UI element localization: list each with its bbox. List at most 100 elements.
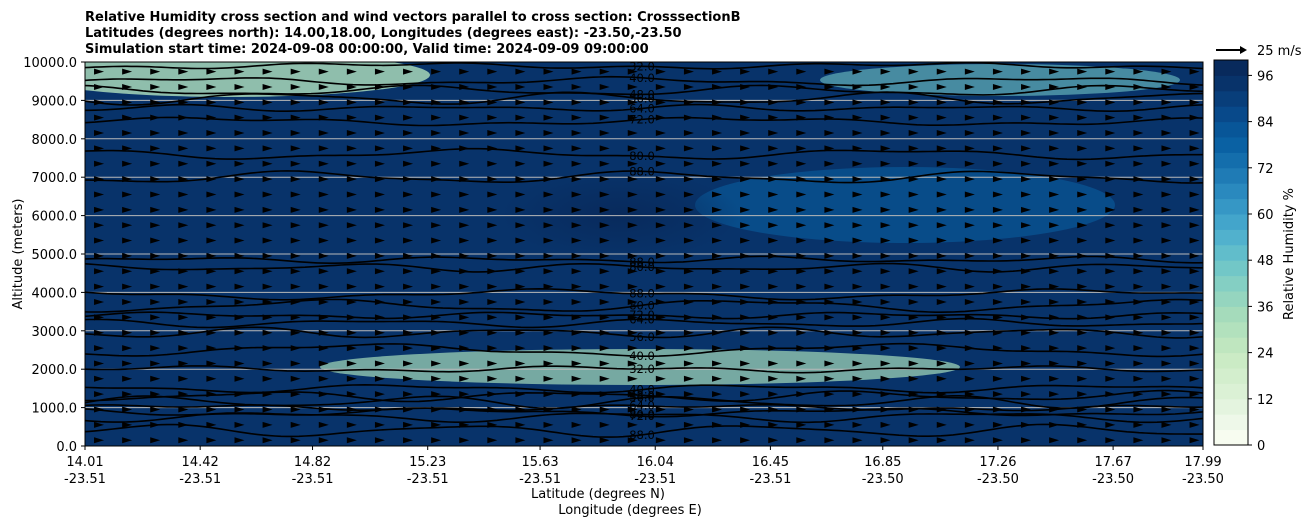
wind-vector [1049, 114, 1060, 121]
wind-vector [487, 329, 498, 336]
humid-core [500, 170, 740, 260]
wind-vector [880, 145, 891, 152]
wind-vector [1133, 268, 1144, 275]
wind-vector [880, 176, 891, 183]
wind-vector [206, 68, 217, 75]
colorbar-swatch [1214, 75, 1248, 92]
wind-vector [178, 252, 189, 259]
wind-vector [431, 99, 442, 106]
wind-vector [1077, 283, 1088, 290]
wind-vector [740, 114, 751, 121]
wind-vector [936, 437, 947, 444]
wind-vector [234, 314, 245, 321]
wind-vector [178, 329, 189, 336]
wind-vector [796, 114, 807, 121]
wind-vector [543, 114, 554, 121]
wind-vector [290, 268, 301, 275]
wind-vector [403, 437, 414, 444]
wind-vector [768, 176, 779, 183]
y-tick-label: 8000.0 [32, 133, 78, 148]
wind-vector [655, 345, 666, 352]
wind-vector [1077, 375, 1088, 382]
wind-vector [1133, 68, 1144, 75]
wind-vector [880, 391, 891, 398]
wind-vector [908, 406, 919, 413]
wind-vector [1105, 329, 1116, 336]
wind-vector [796, 68, 807, 75]
wind-vector [487, 191, 498, 198]
wind-vector [515, 68, 526, 75]
wind-vector [178, 345, 189, 352]
wind-vector [150, 130, 161, 137]
wind-vector [599, 222, 610, 229]
wind-vector [346, 283, 357, 290]
wind-vector [178, 222, 189, 229]
wind-vector [627, 160, 638, 167]
wind-vector [908, 176, 919, 183]
y-axis-label: Altitude (meters) [11, 199, 26, 310]
wind-vector [936, 176, 947, 183]
wind-vector [712, 99, 723, 106]
wind-vector [234, 99, 245, 106]
colorbar-swatch [1214, 90, 1248, 107]
wind-vector [768, 145, 779, 152]
wind-vector [768, 237, 779, 244]
wind-vector [459, 222, 470, 229]
wind-vector [431, 176, 442, 183]
wind-vector [94, 252, 105, 259]
colorbar-swatch [1214, 321, 1248, 338]
chart-title: Relative Humidity cross section and wind… [85, 10, 741, 57]
wind-vector [150, 437, 161, 444]
wind-vector [992, 314, 1003, 321]
wind-vector [1049, 252, 1060, 259]
wind-vector [206, 237, 217, 244]
wind-vector [740, 99, 751, 106]
wind-vector [262, 114, 273, 121]
wind-vector [627, 130, 638, 137]
wind-vector [824, 222, 835, 229]
wind-vector [571, 114, 582, 121]
wind-vector [515, 206, 526, 213]
wind-vector [459, 237, 470, 244]
wind-vector [150, 222, 161, 229]
wind-vector [655, 145, 666, 152]
wind-vector [262, 99, 273, 106]
wind-vector [796, 237, 807, 244]
contour-label: 64.0 [629, 101, 655, 115]
wind-vector [880, 268, 891, 275]
wind-vector [964, 206, 975, 213]
wind-vector [1049, 437, 1060, 444]
wind-vector [571, 283, 582, 290]
wind-vector [487, 437, 498, 444]
wind-vector [683, 160, 694, 167]
colorbar-tick-label: 48 [1257, 254, 1274, 269]
wind-vector [571, 237, 582, 244]
colorbar-swatch [1214, 167, 1248, 184]
wind-vector [740, 329, 751, 336]
wind-vector [487, 421, 498, 428]
wind-vector [234, 252, 245, 259]
wind-vector [599, 237, 610, 244]
wind-vector [1161, 252, 1172, 259]
wind-vector [318, 114, 329, 121]
wind-vector [122, 421, 133, 428]
wind-vector [964, 83, 975, 90]
wind-vector [1021, 360, 1032, 367]
wind-vector [655, 191, 666, 198]
colorbar-swatch [1214, 260, 1248, 277]
y-tick-label: 7000.0 [32, 171, 78, 186]
grid-lines [85, 62, 1203, 446]
wind-vector [1077, 222, 1088, 229]
wind-vector [262, 314, 273, 321]
x-tick-label-lon: -23.51 [519, 472, 561, 487]
wind-vector [908, 252, 919, 259]
wind-vector [852, 345, 863, 352]
wind-vector [374, 329, 385, 336]
wind-vector [543, 375, 554, 382]
wind-vector [1021, 406, 1032, 413]
wind-vector [683, 222, 694, 229]
wind-vector [150, 145, 161, 152]
wind-vector [852, 114, 863, 121]
wind-vector [150, 360, 161, 367]
wind-vector [1189, 406, 1200, 413]
